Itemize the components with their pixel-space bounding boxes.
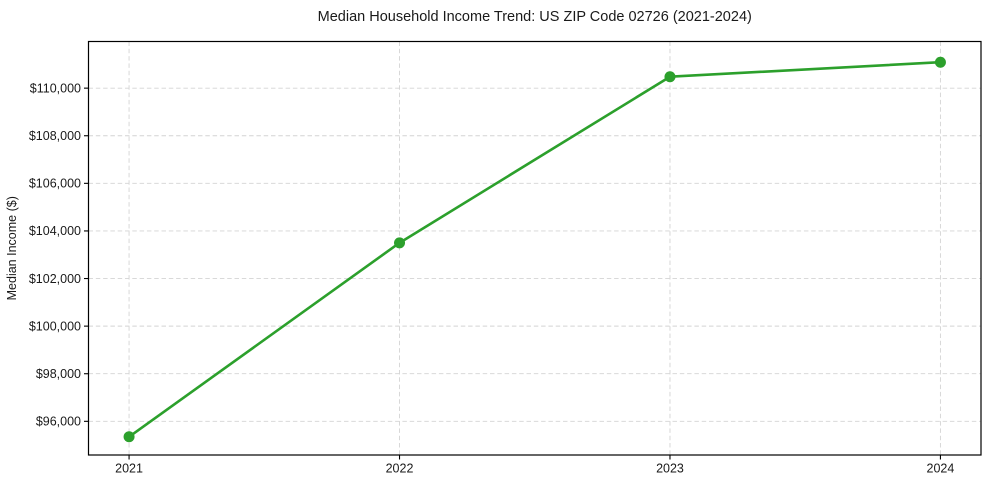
axis-tick-layer: $96,000 $98,000 $100,000 $102,000 $104,000 $1… [29,81,955,475]
y-tick-label: $100,000 [29,319,81,333]
trend-line [127,60,942,439]
series-layer [123,56,946,443]
y-tick-label: $98,000 [36,367,81,381]
data-point-marker [664,71,676,83]
x-tick-label: 2023 [656,462,684,476]
x-tick-label: 2024 [927,462,955,476]
grid-layer [88,41,981,455]
data-point-marker [123,431,135,443]
y-tick-label: $108,000 [29,129,81,143]
y-tick-label: $110,000 [30,81,81,95]
y-tick-label: $102,000 [29,272,81,286]
chart-title: Median Household Income Trend: US ZIP Co… [318,9,752,25]
data-point-marker [934,56,946,68]
plot-border [87,40,982,456]
x-tick-label: 2021 [115,462,143,476]
x-tick-label: 2022 [386,462,414,476]
y-tick-label: $104,000 [29,224,81,238]
y-axis-label: Median Income ($) [5,196,19,300]
y-tick-label: $106,000 [29,177,81,191]
y-tick-label: $96,000 [36,415,81,429]
data-point-marker [394,237,406,249]
